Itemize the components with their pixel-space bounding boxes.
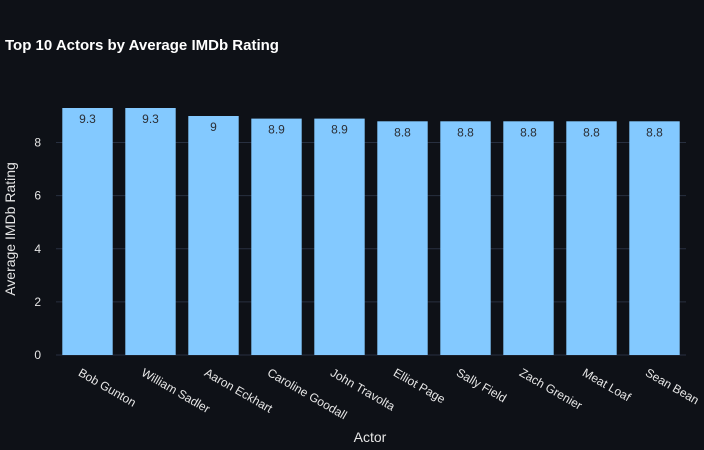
bar-value-label: 8.9 (268, 123, 285, 137)
chart-title: Top 10 Actors by Average IMDb Rating (5, 37, 279, 54)
x-tick-label: Meat Loaf (580, 365, 634, 404)
bar[interactable] (629, 121, 680, 355)
bar[interactable] (62, 108, 113, 355)
bar-value-label: 8.8 (583, 125, 600, 139)
bar-value-label: 8.8 (520, 125, 537, 139)
x-axis-label: Actor (354, 429, 387, 445)
x-tick-label: Bob Gunton (76, 365, 138, 409)
bar[interactable] (314, 118, 365, 355)
y-tick-label: 0 (34, 348, 41, 362)
y-tick-label: 2 (34, 295, 41, 309)
y-tick-label: 8 (34, 136, 41, 150)
bar-value-label: 8.8 (457, 125, 474, 139)
x-tick-label: Elliot Page (391, 365, 448, 406)
bar-value-label: 9 (210, 120, 217, 134)
bar[interactable] (566, 121, 617, 355)
bar[interactable] (188, 116, 239, 355)
bar-value-label: 8.9 (331, 123, 348, 137)
bars: 9.3 9.3 9 8.9 8.9 8.8 8.8 8.8 8.8 8.8 (62, 108, 680, 355)
bar[interactable] (251, 118, 302, 355)
bar-value-label: 8.8 (646, 125, 663, 139)
x-tick-label: William Sadler (139, 365, 212, 415)
bar-value-label: 9.3 (79, 112, 96, 126)
bar-value-label: 8.8 (394, 125, 411, 139)
bar[interactable] (440, 121, 491, 355)
bar[interactable] (503, 121, 554, 355)
x-tick-label: Zach Grenier (517, 365, 585, 412)
x-tick-label: Sean Bean (643, 365, 701, 407)
y-tick-label: 4 (34, 242, 41, 256)
bar[interactable] (377, 121, 428, 355)
bar[interactable] (125, 108, 176, 355)
y-axis-label: Average IMDb Rating (2, 162, 18, 296)
y-tick-label: 6 (34, 189, 41, 203)
x-tick-label: Aaron Eckhart (202, 365, 275, 415)
y-axis-ticks: 0 2 4 6 8 (34, 136, 41, 362)
x-tick-label: Sally Field (454, 365, 509, 405)
bar-value-label: 9.3 (142, 112, 159, 126)
